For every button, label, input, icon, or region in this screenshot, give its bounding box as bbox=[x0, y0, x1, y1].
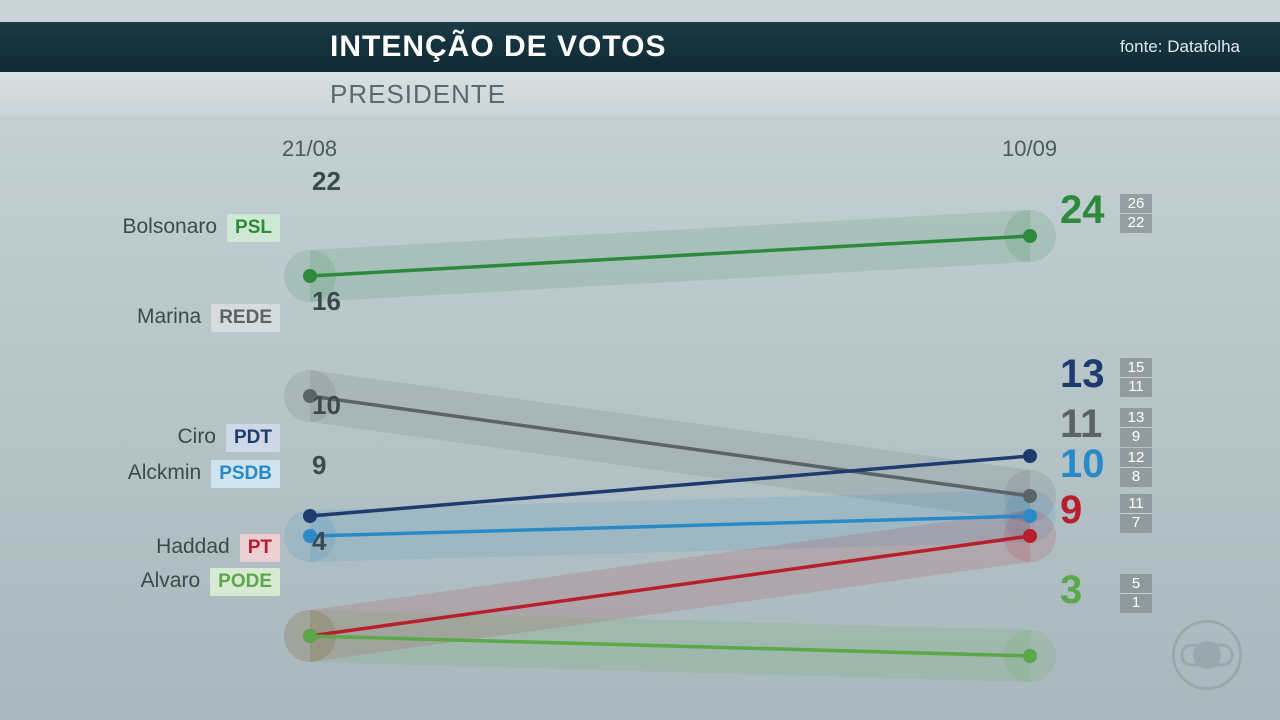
candidate-label: Alckmin PSDB bbox=[128, 460, 280, 488]
party-badge: REDE bbox=[211, 304, 280, 332]
candidate-name: Alckmin bbox=[128, 461, 202, 485]
series-dot bbox=[303, 629, 317, 643]
series-dot bbox=[1023, 489, 1037, 503]
candidate-label: Haddad PT bbox=[156, 534, 280, 562]
header-title: INTENÇÃO DE VOTOS bbox=[330, 30, 666, 64]
source-label: fonte: Datafolha bbox=[1120, 37, 1240, 57]
party-badge: PT bbox=[240, 534, 280, 562]
candidate-label: Ciro PDT bbox=[177, 424, 280, 452]
series-dot bbox=[303, 509, 317, 523]
end-value: 24 bbox=[1060, 188, 1105, 233]
margin-box: 139 bbox=[1120, 408, 1152, 447]
candidate-name: Haddad bbox=[156, 535, 230, 559]
series-line bbox=[310, 396, 1030, 496]
candidate-label: Alvaro PODE bbox=[141, 568, 280, 596]
globo-logo-icon bbox=[1172, 620, 1242, 690]
candidate-name: Alvaro bbox=[141, 569, 201, 593]
start-value: 10 bbox=[312, 390, 341, 421]
margin-box: 1511 bbox=[1120, 358, 1152, 397]
subtitle-text: PRESIDENTE bbox=[330, 79, 506, 110]
start-value: 4 bbox=[312, 526, 326, 557]
start-value: 16 bbox=[312, 286, 341, 317]
party-badge: PDT bbox=[226, 424, 280, 452]
party-badge: PSL bbox=[227, 214, 280, 242]
margin-box: 2622 bbox=[1120, 194, 1152, 233]
series-dot bbox=[1023, 449, 1037, 463]
margin-box: 51 bbox=[1120, 574, 1152, 613]
end-value: 13 bbox=[1060, 352, 1105, 397]
start-value: 22 bbox=[312, 166, 341, 197]
candidate-name: Marina bbox=[137, 305, 201, 329]
margin-box: 128 bbox=[1120, 448, 1152, 487]
party-badge: PODE bbox=[210, 568, 280, 596]
margin-box: 117 bbox=[1120, 494, 1152, 533]
series-dot bbox=[303, 269, 317, 283]
candidate-label: Marina REDE bbox=[137, 304, 280, 332]
end-value: 9 bbox=[1060, 488, 1082, 533]
end-value: 10 bbox=[1060, 442, 1105, 487]
candidate-name: Bolsonaro bbox=[122, 215, 217, 239]
start-value: 9 bbox=[312, 450, 326, 481]
poll-chart: 21/0810/09BolsonaroPSL22242622MarinaREDE… bbox=[0, 116, 1280, 720]
series-dot bbox=[1023, 649, 1037, 663]
party-badge: PSDB bbox=[211, 460, 280, 488]
series-dot bbox=[1023, 509, 1037, 523]
candidate-label: Bolsonaro PSL bbox=[122, 214, 280, 242]
series-dot bbox=[1023, 229, 1037, 243]
candidate-name: Ciro bbox=[177, 425, 216, 449]
subtitle-bar: PRESIDENTE bbox=[0, 72, 1280, 116]
header-bar: INTENÇÃO DE VOTOS fonte: Datafolha bbox=[0, 22, 1280, 72]
end-value: 3 bbox=[1060, 568, 1082, 613]
series-dot bbox=[1023, 529, 1037, 543]
end-value: 11 bbox=[1060, 402, 1102, 447]
